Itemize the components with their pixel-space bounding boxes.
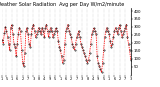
Text: Milwaukee Weather Solar Radiation  Avg per Day W/m2/minute: Milwaukee Weather Solar Radiation Avg pe… [0, 2, 125, 7]
